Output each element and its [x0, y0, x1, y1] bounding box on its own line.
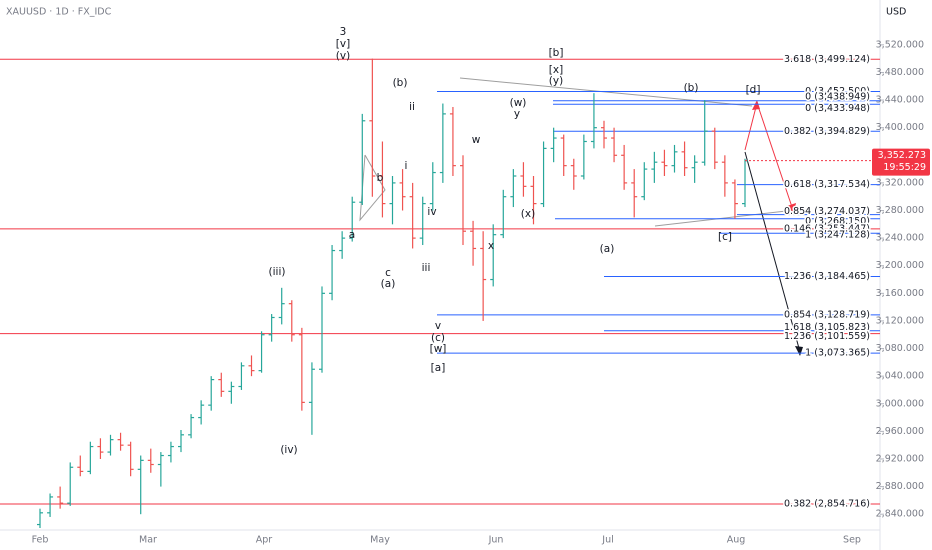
wave-label: i [405, 160, 408, 172]
x-tick-label: Apr [256, 535, 273, 546]
y-tick-label: 3,280.000 [876, 205, 924, 216]
wave-label: v [435, 320, 441, 332]
wave-label: b [377, 172, 384, 184]
y-tick-label: 3,040.000 [876, 371, 924, 382]
wave-label: [b] [549, 47, 564, 59]
wave-label: [c] [718, 231, 732, 243]
wave-label: (iii) [269, 266, 286, 278]
y-tick-label: 3,000.000 [876, 398, 924, 409]
level-label: 1.618 (3,105.823) [784, 322, 870, 333]
price-bars [37, 58, 748, 528]
x-tick-label: May [370, 535, 390, 546]
last-price-label: 3,352.273 [878, 150, 926, 161]
level-label: 0 (3,268.150) [805, 216, 870, 227]
y-tick-label: 2,960.000 [876, 426, 924, 437]
wave-label: [w] [430, 343, 447, 355]
level-label: 0.618 (3,317.534) [784, 179, 870, 190]
wave-label: [x] [549, 64, 563, 76]
level-label: 1 (3,073.365) [805, 348, 870, 359]
wave-label: y [514, 108, 520, 120]
last-price-box [872, 148, 930, 176]
y-tick-label: 3,400.000 [876, 122, 924, 133]
level-label: 0 (3,438.949) [805, 91, 870, 102]
level-label: 1.236 (3,184.465) [784, 271, 870, 282]
wave-label: c [385, 267, 391, 279]
wave-label: ii [409, 101, 415, 113]
y-tick-label: 3,120.000 [876, 315, 924, 326]
wave-label: x [488, 240, 494, 252]
wave-label: (y) [549, 75, 563, 87]
chart-title: XAUUSD · 1D · FX_IDC [6, 7, 112, 18]
wave-label: (b) [393, 77, 408, 89]
wave-label: (v) [336, 50, 350, 62]
currency-label: USD [886, 7, 906, 18]
wave-label: (a) [381, 278, 396, 290]
wave-label: iii [422, 262, 431, 274]
y-tick-label: 3,080.000 [876, 343, 924, 354]
y-tick-label: 3,240.000 [876, 233, 924, 244]
drawings [359, 77, 803, 356]
arrow-head [752, 100, 760, 110]
y-tick-label: 3,480.000 [876, 67, 924, 78]
y-tick-label: 3,160.000 [876, 288, 924, 299]
x-tick-label: Jul [601, 535, 613, 546]
level-label: 1 (3,247.128) [805, 230, 870, 241]
y-tick-label: 3,440.000 [876, 95, 924, 106]
level-label: 3.618 (3,499.124) [784, 54, 870, 65]
wave-label: a [349, 229, 355, 241]
x-tick-label: Feb [32, 535, 49, 546]
wave-label: 3 [340, 26, 347, 38]
x-tick-label: Sep [843, 535, 861, 546]
y-tick-label: 3,200.000 [876, 260, 924, 271]
wave-label: (w) [510, 97, 527, 109]
wave-label: [d] [746, 84, 761, 96]
wave-label: iv [427, 206, 436, 218]
wave-label: (a) [600, 243, 615, 255]
x-tick-label: Aug [727, 535, 746, 546]
level-label: 0.146 (3,253.447) [784, 223, 870, 234]
wave-label: [a] [431, 362, 446, 374]
level-label: 0.382 (3,394.829) [784, 126, 870, 137]
level-label: 0 (3,452.500) [805, 86, 870, 97]
wave-label: [v] [336, 38, 350, 50]
trend-line [459, 77, 753, 107]
wave-label: (c) [431, 332, 445, 344]
y-tick-label: 2,880.000 [876, 481, 924, 492]
projection-arrow [744, 151, 801, 353]
wave-label: w [472, 134, 481, 146]
wave-label: (iv) [280, 444, 297, 456]
level-label: 0.854 (3,274.037) [784, 206, 870, 217]
wave-label: (b) [684, 82, 699, 94]
y-tick-label: 2,920.000 [876, 453, 924, 464]
x-tick-label: Jun [488, 535, 504, 546]
level-label: 0.382 (2,854.716) [784, 499, 870, 510]
y-tick-label: 3,520.000 [876, 39, 924, 50]
arrow-head [795, 346, 803, 356]
level-label: 0.854 (3,128.719) [784, 309, 870, 320]
level-label: 1.236 (3,101.559) [784, 331, 870, 342]
x-tick-label: Mar [139, 535, 157, 546]
wave-label: (x) [521, 208, 535, 220]
y-tick-label: 3,320.000 [876, 177, 924, 188]
y-tick-label: 2,840.000 [876, 509, 924, 520]
level-label: 0 (3,433.948) [805, 103, 870, 114]
arrow-head [787, 203, 796, 213]
countdown-label: 19:55:29 [883, 162, 926, 173]
trend-line [654, 209, 796, 227]
